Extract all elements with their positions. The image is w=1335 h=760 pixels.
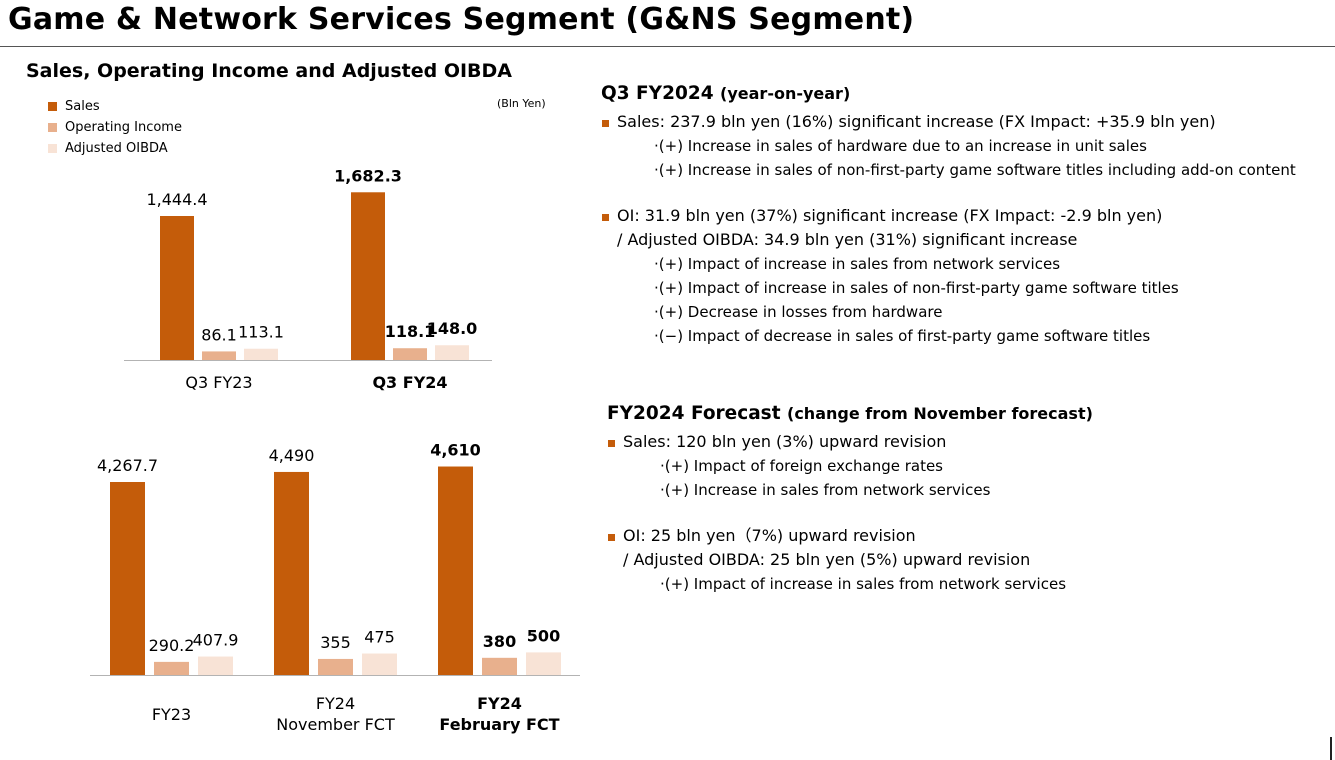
forecast-panel: FY2024 Forecast (change from November fo… (607, 402, 1093, 596)
q3-title: Q3 FY2024 (601, 83, 714, 104)
legend-swatch-adjusted-oibda (48, 144, 57, 153)
forecast-oi-detail: ·(+) Impact of increase in sales from ne… (660, 575, 1067, 593)
data-label-adjusted-oibda: 407.9 (193, 631, 239, 650)
bar-adjusted-oibda (362, 653, 397, 675)
q3-heading: Q3 FY2024 (year-on-year) (601, 82, 1296, 106)
forecast-oi-text: OI: 25 bln yen（7%) upward revision (623, 526, 916, 545)
q3-sales-detail: ·(+) Increase in sales of non-first-part… (654, 161, 1296, 179)
bullet-square-icon (608, 534, 615, 541)
data-label-adjusted-oibda: 148.0 (427, 319, 478, 338)
q3-subtitle: (year-on-year) (720, 84, 851, 103)
chart-legend: Sales Operating Income Adjusted OIBDA (48, 96, 182, 159)
legend-swatch-sales (48, 102, 57, 111)
chart-title: Sales, Operating Income and Adjusted OIB… (26, 60, 513, 82)
data-label-adjusted-oibda: 113.1 (238, 323, 284, 342)
bar-adjusted-oibda (244, 348, 278, 360)
bar-sales (351, 192, 385, 360)
q3-oi-bullet: OI: 31.9 bln yen (37%) significant incre… (601, 204, 1296, 228)
legend-item-adjusted-oibda: Adjusted OIBDA (48, 138, 182, 159)
category-label: Q3 FY24 (372, 373, 447, 392)
data-label-operating-income: 380 (483, 632, 516, 651)
data-label-sales: 4,490 (269, 446, 315, 465)
unit-label: (Bln Yen) (497, 97, 546, 110)
bar-operating-income (154, 661, 189, 675)
forecast-sales-detail: ·(+) Impact of foreign exchange rates (660, 457, 944, 475)
forecast-title: FY2024 Forecast (607, 403, 781, 424)
category-label: November FCT (276, 715, 395, 734)
forecast-oibda-text: / Adjusted OIBDA: 25 bln yen (5%) upward… (623, 550, 1031, 569)
category-label: February FCT (439, 715, 559, 734)
category-label: Q3 FY23 (185, 373, 252, 392)
bullet-square-icon (608, 440, 615, 447)
page-title: Game & Network Services Segment (G&NS Se… (8, 2, 915, 37)
bar-sales (160, 216, 194, 360)
q3-panel: Q3 FY2024 (year-on-year) Sales: 237.9 bl… (601, 82, 1296, 348)
bar-adjusted-oibda (435, 345, 469, 360)
bar-sales (274, 471, 309, 675)
bar-operating-income (393, 348, 427, 360)
data-label-sales: 1,444.4 (146, 190, 207, 209)
forecast-sales-detail: ·(+) Increase in sales from network serv… (660, 481, 991, 499)
bar-adjusted-oibda (526, 652, 561, 675)
forecast-subtitle: (change from November forecast) (787, 404, 1093, 423)
category-label: FY24 (477, 694, 522, 713)
category-label: FY23 (152, 705, 191, 724)
bar-charts: 1,444.4 1,682.3 86.1 118.1 113.1 148.0 Q3 FY23… (90, 166, 580, 734)
data-label-adjusted-oibda: 475 (364, 628, 395, 647)
q3-sales-text: Sales: 237.9 bln yen (16%) significant i… (617, 112, 1216, 131)
bar-adjusted-oibda (198, 656, 233, 675)
forecast-heading: FY2024 Forecast (change from November fo… (607, 402, 1093, 426)
forecast-sales-text: Sales: 120 bln yen (3%) upward revision (623, 432, 947, 451)
q3-oibda-text: / Adjusted OIBDA: 34.9 bln yen (31%) sig… (617, 230, 1078, 249)
legend-item-sales: Sales (48, 96, 182, 117)
forecast-sales-bullet: Sales: 120 bln yen (3%) upward revision (607, 430, 1093, 454)
edge-mark (1330, 737, 1332, 760)
q3-oi-detail: ·(−) Impact of decrease in sales of firs… (654, 327, 1151, 345)
data-label-operating-income: 86.1 (201, 325, 237, 344)
bullet-square-icon (602, 120, 609, 127)
bar-sales (110, 482, 145, 675)
data-label-sales: 4,610 (430, 441, 481, 460)
category-label: FY24 (316, 694, 355, 713)
legend-item-operating-income: Operating Income (48, 117, 182, 138)
data-label-operating-income: 118.1 (385, 322, 436, 341)
bar-operating-income (482, 657, 517, 675)
q3-oi-text: OI: 31.9 bln yen (37%) significant incre… (617, 206, 1163, 225)
data-label-adjusted-oibda: 500 (527, 626, 560, 645)
bar-sales (438, 466, 473, 675)
bar-operating-income (318, 658, 353, 675)
bar-operating-income (202, 351, 236, 360)
bullet-square-icon (602, 214, 609, 221)
legend-label-operating-income: Operating Income (65, 120, 182, 135)
q3-oi-detail: ·(+) Impact of increase in sales of non-… (654, 279, 1179, 297)
q3-sales-bullet: Sales: 237.9 bln yen (16%) significant i… (601, 110, 1296, 134)
data-label-operating-income: 355 (320, 633, 351, 652)
q3-oi-detail: ·(+) Decrease in losses from hardware (654, 303, 943, 321)
data-label-operating-income: 290.2 (149, 636, 195, 655)
forecast-oi-bullet: OI: 25 bln yen（7%) upward revision (607, 524, 1093, 548)
data-label-sales: 1,682.3 (334, 166, 402, 185)
q3-sales-detail: ·(+) Increase in sales of hardware due t… (654, 137, 1147, 155)
title-divider (0, 46, 1335, 47)
data-label-sales: 4,267.7 (97, 456, 158, 475)
legend-swatch-operating-income (48, 123, 57, 132)
q3-oi-detail: ·(+) Impact of increase in sales from ne… (654, 255, 1061, 273)
legend-label-adjusted-oibda: Adjusted OIBDA (65, 141, 168, 156)
legend-label-sales: Sales (65, 99, 100, 114)
